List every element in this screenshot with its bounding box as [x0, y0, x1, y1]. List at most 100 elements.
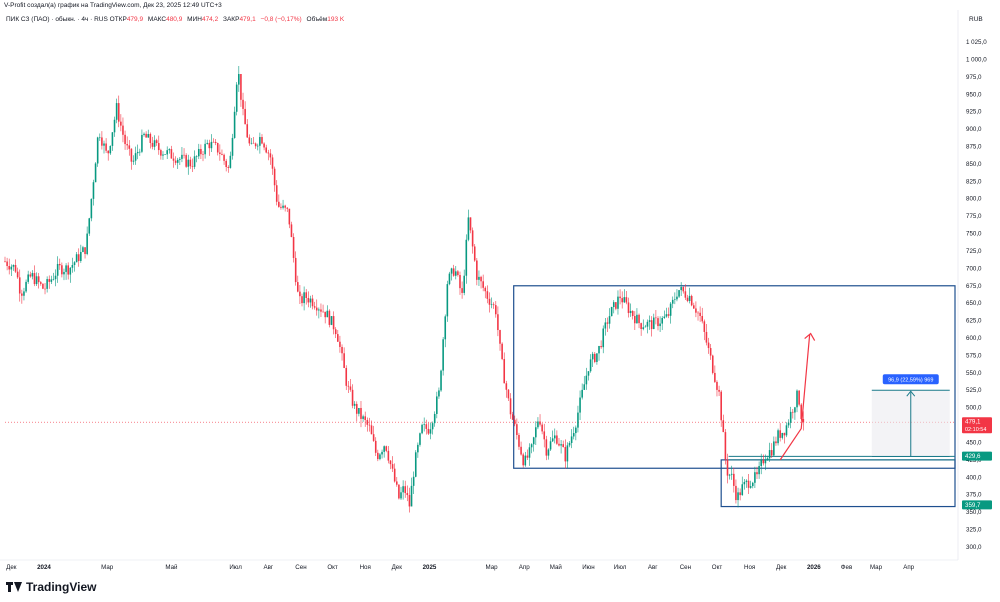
candle-body [318, 309, 320, 311]
candle-281 [596, 353, 598, 365]
candle-168 [358, 407, 360, 417]
candle-body [149, 133, 152, 144]
candle-337 [714, 365, 716, 384]
candle-75 [162, 151, 164, 160]
candle-95 [204, 139, 206, 159]
time-tick-label: Дек [776, 564, 787, 571]
candle-212 [450, 267, 453, 281]
currency-label: RUB [969, 16, 983, 23]
candle-206 [438, 387, 440, 399]
candle-29 [65, 263, 67, 280]
candle-body [705, 331, 708, 343]
candle-body [756, 472, 758, 475]
candle-body [419, 433, 421, 445]
candle-body [379, 454, 381, 460]
candle-109 [233, 106, 236, 139]
candle-body [141, 134, 143, 152]
candle-body [210, 141, 213, 149]
candle-97 [208, 139, 211, 156]
candle-body [648, 320, 651, 322]
candle-body [322, 311, 324, 313]
candle-body [124, 134, 126, 145]
candle-157 [334, 327, 337, 339]
candle-body [98, 137, 101, 139]
candle-body [581, 389, 583, 398]
candle-body [147, 133, 150, 138]
candle-107 [229, 151, 232, 169]
candle-body [657, 318, 659, 327]
candle-body [117, 103, 120, 122]
time-tick-label: 2026 [807, 564, 821, 571]
candle-body [800, 404, 803, 420]
candle-body [621, 298, 623, 303]
candle-287 [608, 308, 611, 329]
candle-body [627, 302, 630, 314]
candle-body [315, 307, 318, 311]
candle-body [80, 251, 82, 261]
candle-body [395, 481, 398, 485]
candle-body [585, 375, 588, 385]
candle-body [174, 160, 177, 163]
price-marker-bg [962, 451, 992, 461]
candle-205 [436, 391, 438, 419]
candle-body [730, 473, 733, 475]
candle-357 [756, 466, 758, 479]
candle-172 [366, 417, 369, 432]
candle-body [105, 143, 107, 151]
candle-body [596, 353, 598, 362]
candle-77 [166, 146, 168, 160]
candle-body [77, 254, 80, 261]
candle-body [532, 437, 535, 445]
open-label: ОТКР [109, 16, 127, 23]
candle-310 [657, 316, 659, 331]
candle-body [507, 389, 510, 399]
candle-body [414, 452, 417, 477]
candle-203 [431, 421, 434, 435]
candle-body [330, 316, 333, 325]
candle-body [482, 281, 484, 288]
candle-body [501, 343, 503, 360]
candle-60 [130, 148, 133, 170]
tradingview-brand[interactable]: TradingView [6, 580, 96, 594]
candle-body [461, 288, 463, 293]
candle-body [157, 143, 160, 151]
candle-185 [393, 463, 396, 483]
price-tick-label: 950,0 [966, 91, 982, 98]
candle-92 [197, 143, 200, 160]
candle-231 [490, 297, 493, 309]
candle-283 [600, 340, 602, 349]
candle-body [787, 422, 790, 426]
candle-230 [488, 292, 491, 313]
candle-body [511, 414, 514, 420]
candle-94 [202, 150, 204, 162]
candle-body [307, 297, 310, 303]
candle-body [113, 119, 116, 133]
candle-195 [414, 450, 417, 478]
candle-246 [522, 452, 524, 468]
candle-186 [395, 477, 398, 487]
candle-307 [650, 316, 653, 337]
candle-379 [802, 411, 805, 431]
candle-41 [90, 198, 93, 222]
candle-261 [553, 428, 556, 444]
candle-body [86, 233, 88, 255]
candle-body [364, 416, 366, 421]
candle-341 [722, 414, 725, 433]
candle-239 [507, 388, 510, 402]
candle-body [610, 307, 613, 317]
candle-365 [773, 436, 775, 457]
candle-body [372, 434, 375, 441]
candle-body [305, 292, 308, 298]
candle-body [278, 201, 280, 207]
candle-16 [37, 272, 40, 289]
candle-body [471, 230, 474, 247]
candle-138 [294, 251, 297, 286]
candle-body [794, 407, 796, 413]
candle-body [617, 296, 619, 309]
candle-body [235, 84, 238, 112]
candle-body [402, 486, 404, 493]
candle-155 [330, 315, 333, 326]
candle-body [355, 403, 358, 414]
candle-body [556, 435, 558, 444]
